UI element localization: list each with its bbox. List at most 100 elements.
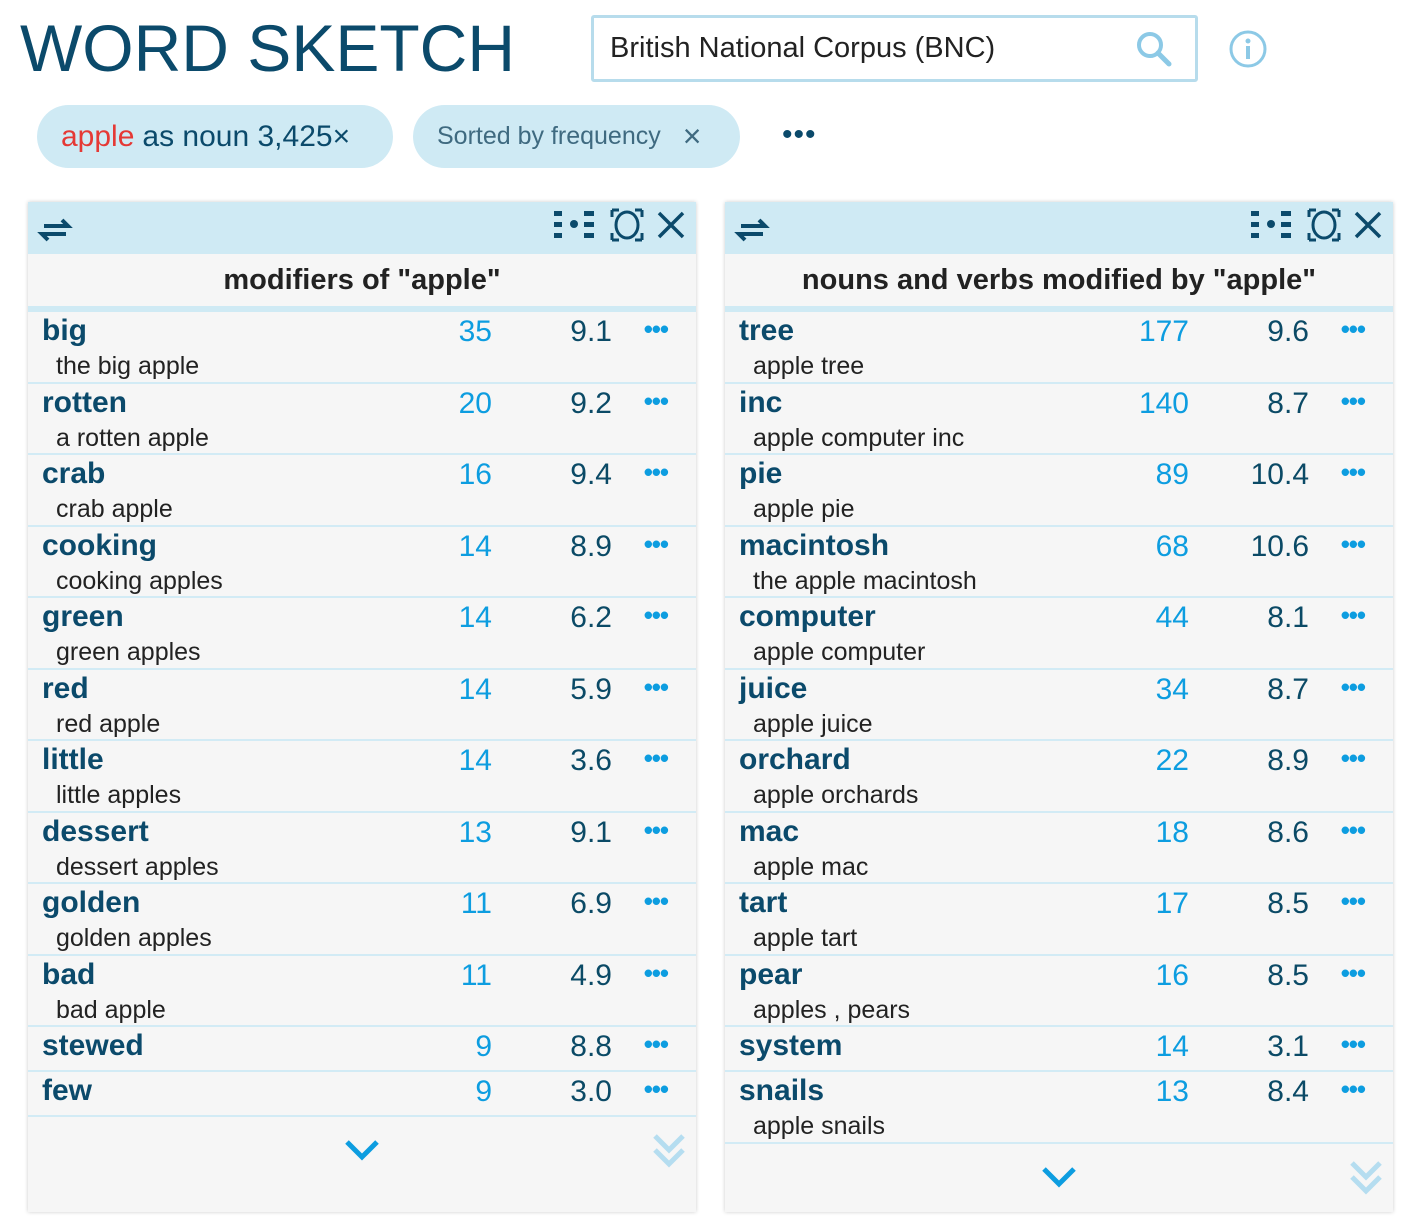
row-menu-button[interactable]: ••• [643,886,669,916]
collocate-word[interactable]: rotten [42,385,127,419]
collocate-word[interactable]: golden [42,886,141,919]
row-menu-button[interactable]: ••• [643,957,669,988]
frequency[interactable]: 34 [1155,672,1189,706]
frequency[interactable]: 9 [475,1030,492,1063]
row-menu-button[interactable]: ••• [1340,957,1366,988]
score: 8.4 [1267,1075,1309,1108]
collocate-word[interactable]: juice [739,671,808,705]
chevron-down-icon[interactable] [1041,1166,1077,1193]
frequency[interactable]: 14 [458,529,492,563]
collocate-word[interactable]: dessert [42,814,149,848]
frequency[interactable]: 13 [1155,1075,1189,1108]
close-icon[interactable] [1353,210,1383,245]
query-details: as noun 3,425× [142,119,351,153]
row-menu-button[interactable]: ••• [1340,457,1366,487]
corpus-selector[interactable]: British National Corpus (BNC) [591,15,1198,82]
fullscreen-icon[interactable] [610,208,644,247]
example: red apple [56,709,161,738]
row-menu-button[interactable]: ••• [643,1029,669,1059]
collocate-word[interactable]: stewed [42,1029,144,1062]
row-menu-button[interactable]: ••• [1340,1029,1366,1059]
row-menu-button[interactable]: ••• [1340,385,1366,416]
example: apple orchards [753,781,919,809]
example: apple tree [753,352,865,380]
collocate-word[interactable]: inc [739,385,783,419]
columns-icon[interactable] [554,209,598,246]
frequency[interactable]: 14 [458,601,492,634]
app-title: WORD SKETCH [20,11,515,85]
row-menu-button[interactable]: ••• [1340,671,1366,702]
row-menu-button[interactable]: ••• [1340,1074,1366,1104]
row-menu-button[interactable]: ••• [643,314,669,344]
collocate-word[interactable]: cooking [42,528,158,562]
collocate-word[interactable]: mac [739,814,800,848]
collocate-word[interactable]: system [739,1029,843,1062]
row-menu-button[interactable]: ••• [1340,886,1366,916]
fullscreen-icon[interactable] [1307,208,1341,247]
frequency[interactable]: 18 [1155,815,1189,849]
collocate-word[interactable]: little [42,743,104,776]
columns-icon[interactable] [1251,209,1295,246]
frequency[interactable]: 13 [458,815,492,849]
frequency[interactable]: 11 [460,958,492,992]
frequency[interactable]: 44 [1155,601,1189,634]
example: the big apple [56,352,200,380]
collocate-word[interactable]: orchard [739,743,851,776]
row-menu-button[interactable]: ••• [1340,743,1366,773]
row-menu-button[interactable]: ••• [1340,600,1366,630]
frequency[interactable]: 140 [1138,386,1189,420]
swap-arrows-icon[interactable] [733,216,771,249]
collocate-word[interactable]: snails [739,1074,825,1107]
row-menu-button[interactable]: ••• [1340,314,1366,344]
row-menu-button[interactable]: ••• [643,528,669,559]
collocate-word[interactable]: computer [739,600,876,633]
row-menu-button[interactable]: ••• [1340,528,1366,559]
table-row: pear 16 8.5 ••• apples , pears [725,956,1393,1027]
row-menu-button[interactable]: ••• [643,385,669,416]
frequency[interactable]: 14 [458,744,492,777]
chevron-down-icon[interactable] [344,1139,380,1166]
collocate-word[interactable]: tree [739,314,795,347]
close-icon[interactable] [656,210,686,245]
frequency[interactable]: 20 [458,386,492,420]
row-menu-button[interactable]: ••• [643,600,669,630]
row-menu-button[interactable]: ••• [1340,814,1366,845]
collocate-word[interactable]: pear [739,957,803,991]
frequency[interactable]: 9 [475,1075,492,1108]
frequency[interactable]: 14 [1155,1030,1189,1063]
double-chevron-down-icon[interactable] [1349,1160,1383,1201]
more-options-button[interactable]: ••• [782,118,817,151]
frequency[interactable]: 89 [1155,458,1189,491]
row-menu-button[interactable]: ••• [643,457,669,487]
collocate-word[interactable]: tart [739,886,788,919]
frequency[interactable]: 17 [1155,887,1189,920]
collocate-word[interactable]: big [42,314,87,347]
frequency[interactable]: 16 [458,458,492,491]
collocate-word[interactable]: macintosh [739,528,890,562]
collocate-word[interactable]: green [42,600,124,633]
collocate-word[interactable]: crab [42,457,106,490]
swap-arrows-icon[interactable] [36,216,74,249]
collocate-word[interactable]: bad [42,957,96,991]
collocate-word[interactable]: red [42,671,89,705]
frequency[interactable]: 68 [1155,529,1189,563]
frequency[interactable]: 16 [1155,958,1189,992]
frequency[interactable]: 177 [1138,315,1189,348]
sort-chip[interactable]: Sorted by frequency × [413,105,740,168]
row-menu-button[interactable]: ••• [643,814,669,845]
frequency[interactable]: 22 [1155,744,1189,777]
table-row: orchard 22 8.9 ••• apple orchards [725,741,1393,813]
row-menu-button[interactable]: ••• [643,1074,669,1104]
collocate-word[interactable]: pie [739,457,783,490]
frequency[interactable]: 35 [458,315,492,348]
info-icon[interactable] [1228,29,1268,74]
double-chevron-down-icon[interactable] [652,1133,686,1174]
frequency[interactable]: 11 [460,887,492,920]
close-icon[interactable]: × [682,118,702,154]
collocate-word[interactable]: few [42,1074,93,1107]
search-icon[interactable] [1135,30,1173,76]
query-chip[interactable]: apple as noun 3,425× [37,105,393,168]
row-menu-button[interactable]: ••• [643,743,669,773]
frequency[interactable]: 14 [458,672,492,706]
row-menu-button[interactable]: ••• [643,671,669,702]
